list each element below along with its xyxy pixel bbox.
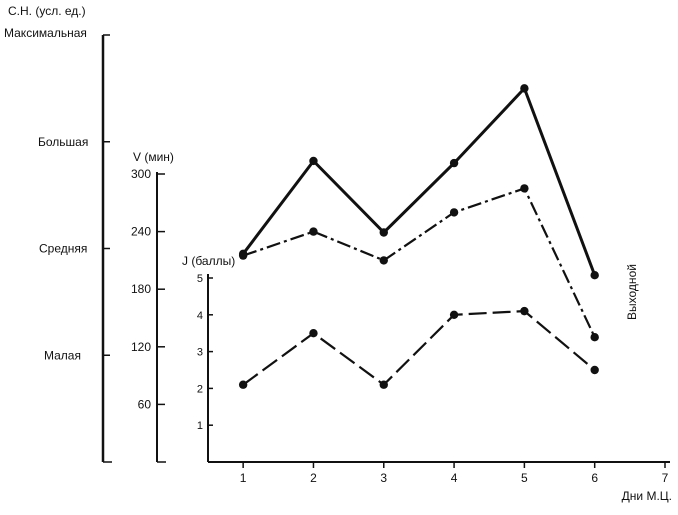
x-tick-label: 5 [521, 471, 528, 485]
volume-tick-label: 300 [131, 167, 151, 181]
data-point [379, 228, 388, 237]
x-axis-label: Дни М.Ц. [622, 489, 672, 503]
data-point [379, 256, 388, 265]
data-point [449, 310, 459, 319]
data-point [520, 184, 529, 193]
data-point [590, 270, 599, 280]
data-point [520, 306, 529, 316]
x-tick-label: 6 [591, 471, 598, 485]
data-point [449, 158, 459, 168]
x-tick-label: 2 [310, 471, 317, 485]
score-tick-label: 4 [197, 310, 203, 322]
volume-tick-label: 240 [131, 225, 151, 239]
score-tick-label: 3 [197, 347, 203, 359]
volume-tick-label: 120 [131, 340, 151, 354]
load-level-label: Малая [44, 348, 81, 362]
score-tick-label: 2 [197, 383, 203, 395]
data-point [238, 251, 248, 260]
x-tick-label: 7 [662, 471, 669, 485]
load-axis-title: С.Н. (усл. ед.) [8, 4, 86, 18]
x-tick-label: 1 [240, 471, 247, 485]
data-point [238, 380, 248, 389]
x-tick-label: 3 [380, 471, 387, 485]
series-line-long-dash [242, 309, 596, 387]
data-point [590, 365, 599, 375]
data-point [449, 208, 459, 217]
load-level-label: Средняя [39, 242, 87, 256]
volume-axis-title: V (мин) [133, 150, 174, 164]
volume-tick-label: 60 [138, 397, 152, 411]
data-point [309, 329, 318, 338]
data-point [590, 333, 599, 342]
score-axis-title: J (баллы) [182, 254, 235, 268]
data-point [309, 227, 318, 236]
series-line-solid [242, 85, 597, 276]
data-point [379, 380, 388, 389]
data-point [309, 156, 318, 166]
data-point [520, 84, 529, 93]
load-level-label: Большая [38, 135, 88, 149]
series-line-dash-dot [242, 187, 596, 338]
score-tick-label: 5 [197, 273, 203, 285]
score-tick-label: 1 [197, 420, 203, 432]
volume-tick-label: 180 [131, 282, 151, 296]
rest-day-annotation: Выходной [625, 264, 639, 320]
x-tick-label: 4 [451, 471, 458, 485]
load-level-label: Максимальная [4, 26, 87, 40]
